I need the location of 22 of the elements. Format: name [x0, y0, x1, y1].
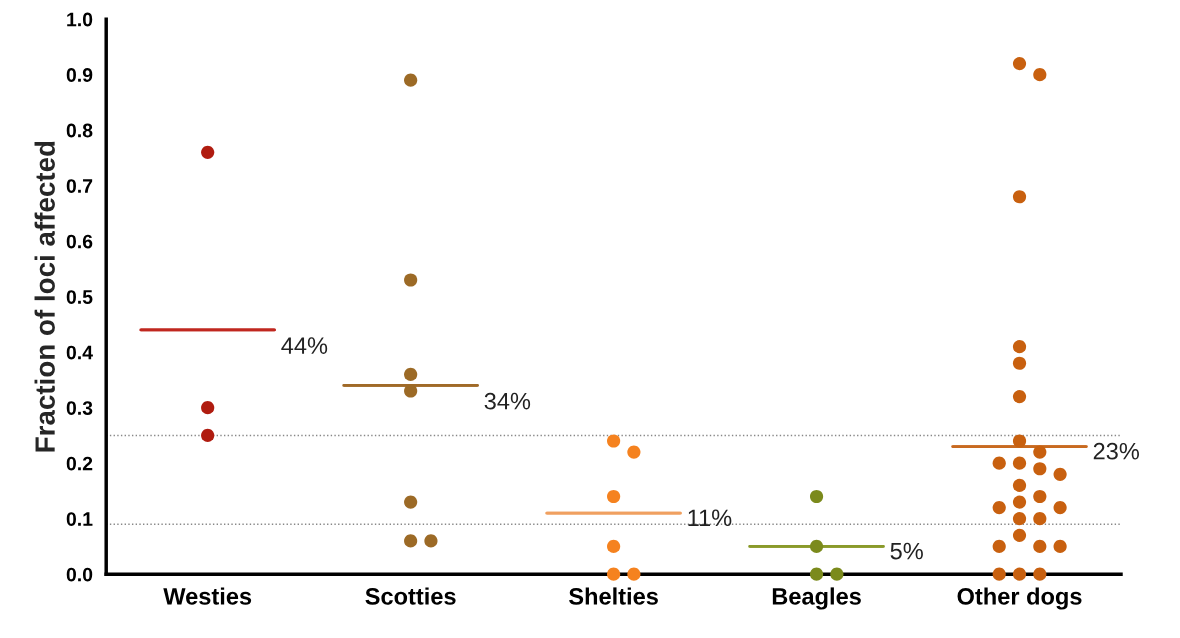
annotation: 34% — [484, 392, 531, 410]
y-tick-label: 0.0 — [66, 567, 93, 582]
y-tick-label: 0.4 — [66, 345, 93, 360]
y-tick-label: 1.0 — [67, 12, 93, 27]
x-tick-label: Beagles — [772, 587, 861, 610]
annotation: 5% — [890, 542, 923, 560]
x-tick-label: Westies — [163, 587, 252, 605]
x-tick-label: Shelties — [569, 587, 658, 605]
y-tick-label: 0.2 — [66, 456, 93, 471]
y-axis-title: Fraction of loci affected — [34, 141, 55, 452]
y-tick-label: 0.1 — [66, 512, 93, 526]
x-tick-label: Scotties — [365, 587, 456, 605]
annotation: 11% — [688, 509, 732, 527]
x-tick-label: Other dogs — [957, 587, 1082, 610]
y-tick-label: 0.3 — [66, 401, 93, 415]
annotation: 23% — [1093, 442, 1139, 460]
y-tick-label: 0.7 — [66, 179, 93, 193]
annotation: 44% — [281, 337, 328, 354]
y-tick-label: 0.5 — [66, 290, 93, 304]
y-tick-label: 0.9 — [66, 68, 93, 82]
y-tick-label: 0.6 — [66, 234, 93, 249]
y-tick-label: 0.8 — [66, 123, 93, 138]
